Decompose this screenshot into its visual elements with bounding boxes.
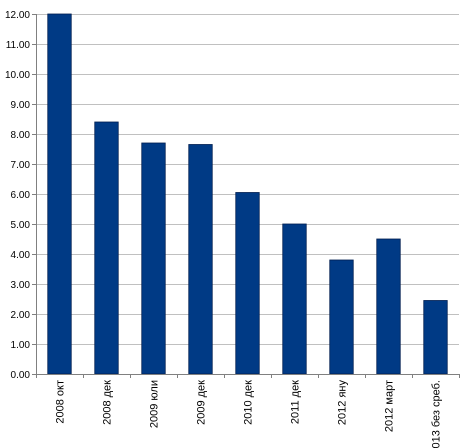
y-tick-label: 11.00 [6, 40, 31, 51]
y-axis-tick-labels: 0.00 1.00 2.00 3.00 4.00 5.00 6.00 7.00 8.00 9.00… [5, 10, 30, 381]
y-tick-label: 2.00 [11, 310, 31, 321]
x-category-label: 2012 яну [337, 380, 349, 426]
y-tick-label: 5.00 [11, 220, 31, 231]
y-tick-label: 7.00 [11, 160, 31, 171]
bar [282, 223, 307, 375]
y-tick-label: 9.00 [11, 100, 31, 111]
bars [47, 13, 448, 375]
bar [329, 259, 354, 375]
bar [188, 144, 213, 375]
x-category-label: 2012 март [384, 380, 396, 432]
bar [141, 142, 166, 375]
x-category-label: 2011 дек [290, 380, 302, 424]
bar [376, 238, 401, 375]
axes [32, 14, 460, 378]
bar [47, 13, 72, 375]
x-axis-category-labels: 2008 окт 2008 дек 2009 юли 2009 дек 2010 дек… [55, 380, 443, 448]
bar [94, 121, 119, 375]
y-tick-label: 0.00 [11, 370, 31, 381]
y-tick-label: 10.00 [5, 70, 30, 81]
x-category-label: 2008 дек [102, 380, 114, 425]
y-tick-label: 6.00 [11, 190, 31, 201]
x-category-label: 2013 без среб. [431, 380, 443, 448]
y-tick-label: 12.00 [5, 10, 30, 21]
y-tick-label: 4.00 [11, 250, 31, 261]
x-category-label: 2009 юли [149, 380, 161, 428]
x-category-label: 2008 окт [55, 380, 67, 424]
x-category-label: 2009 дек [196, 380, 208, 425]
x-category-label: 2010 дек [243, 380, 255, 425]
y-tick-label: 8.00 [11, 130, 31, 141]
y-tick-label: 1.00 [11, 340, 31, 351]
y-tick-label: 3.00 [11, 280, 31, 291]
bar [423, 300, 448, 375]
bar [235, 192, 260, 375]
